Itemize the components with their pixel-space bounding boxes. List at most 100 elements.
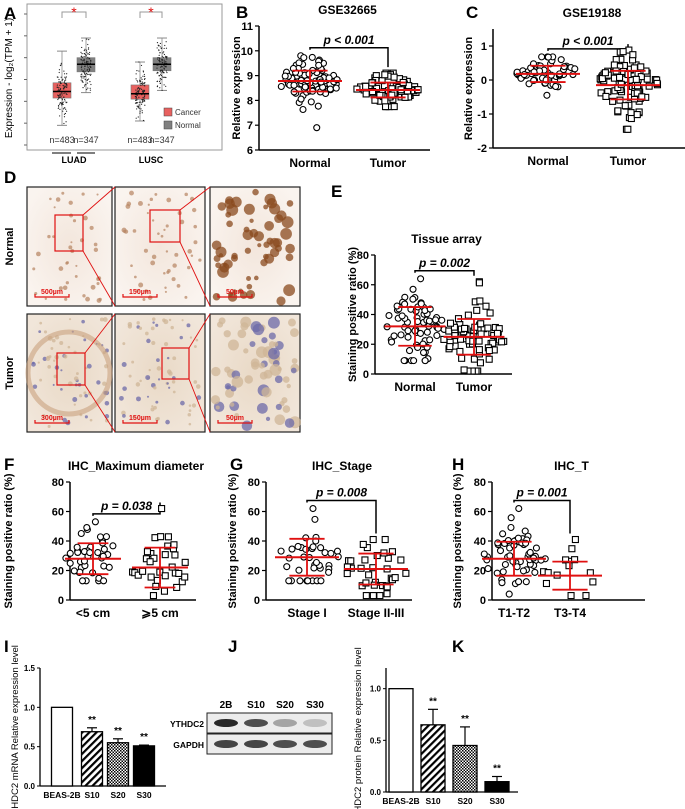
stained-cell <box>261 387 272 398</box>
stained-cell <box>290 328 299 337</box>
data-point <box>404 333 412 341</box>
data-point <box>163 65 165 67</box>
stained-cell <box>73 403 76 406</box>
stained-cell <box>96 380 101 385</box>
x-tick-label: S20 <box>457 796 472 806</box>
data-point <box>134 102 137 104</box>
data-point <box>610 61 618 69</box>
data-point <box>89 87 91 89</box>
stained-cell <box>195 338 199 342</box>
protein-band <box>303 719 327 727</box>
data-point <box>91 518 99 526</box>
data-point <box>166 58 168 60</box>
data-point <box>59 84 61 86</box>
stained-cell <box>37 361 40 364</box>
data-point <box>552 82 560 91</box>
stained-cell <box>244 247 252 254</box>
stained-cell <box>168 318 172 322</box>
data-point <box>181 558 189 566</box>
stained-cell <box>47 364 52 369</box>
y-tick-label: 8 <box>247 95 253 107</box>
data-point <box>136 90 138 92</box>
stained-cell <box>265 416 271 422</box>
data-point <box>526 548 534 557</box>
stained-cell <box>51 338 56 343</box>
data-point <box>57 94 59 96</box>
data-point <box>416 329 425 337</box>
significance-label: ** <box>140 732 148 743</box>
data-point <box>571 556 579 564</box>
data-point <box>159 46 161 48</box>
data-point <box>381 71 389 79</box>
data-point <box>61 102 64 104</box>
y-tick-label: 80 <box>474 477 486 489</box>
p-value-label: p = 0.008 <box>315 486 367 500</box>
bar <box>420 724 446 793</box>
x-tick-label: S30 <box>489 796 504 806</box>
data-point <box>83 85 86 87</box>
scale-bar-label: 150µm <box>129 415 151 422</box>
data-point <box>423 328 431 336</box>
data-point <box>138 91 140 93</box>
x-tick-label: S30 <box>136 790 151 800</box>
stained-cell <box>164 290 167 293</box>
data-point <box>62 103 64 105</box>
data-point <box>65 82 67 85</box>
data-point <box>144 78 146 80</box>
data-point <box>139 79 141 81</box>
data-point <box>58 103 61 105</box>
row-label: Normal <box>4 228 16 266</box>
stained-cell <box>82 294 86 298</box>
protein-band <box>214 719 238 727</box>
data-point <box>89 62 91 64</box>
data-point <box>373 551 381 560</box>
data-point <box>82 70 84 73</box>
data-point <box>156 42 159 44</box>
data-point <box>84 48 86 50</box>
p-value-label: p = 0.001 <box>515 486 567 500</box>
data-point <box>57 97 60 99</box>
y-tick-label: 0 <box>363 369 369 381</box>
data-point <box>297 95 305 103</box>
data-point <box>614 107 622 115</box>
data-point <box>61 99 64 101</box>
stained-cell <box>152 321 155 324</box>
data-point <box>624 125 632 133</box>
data-point <box>89 66 92 68</box>
data-point <box>302 545 310 553</box>
y-axis-label: Staining positive ratio (%) <box>227 473 239 608</box>
stained-cell <box>226 220 233 228</box>
data-point <box>61 92 63 94</box>
data-point <box>142 119 145 122</box>
data-point <box>381 103 390 111</box>
data-point <box>86 65 88 67</box>
bar <box>452 744 478 793</box>
data-point <box>141 81 144 83</box>
stained-cell <box>249 228 259 238</box>
n-label: n=483 <box>127 135 152 145</box>
data-point <box>327 549 335 557</box>
stained-cell <box>266 237 274 245</box>
x-tick-label: ⩾5 cm <box>141 606 178 620</box>
data-point <box>84 78 86 81</box>
data-point <box>61 79 63 81</box>
data-point <box>470 355 478 363</box>
stained-cell <box>148 368 151 372</box>
stained-cell <box>153 386 157 390</box>
data-point <box>484 565 492 573</box>
y-tick-label: 1.5 <box>24 664 36 673</box>
data-point <box>135 95 137 98</box>
significance-label: ** <box>493 764 501 775</box>
y-axis-label: Relative expression <box>231 36 243 140</box>
stained-cell <box>211 240 222 251</box>
y-tick-label: 40 <box>52 536 64 548</box>
n-label: n=347 <box>73 135 98 145</box>
data-point <box>384 554 392 562</box>
stained-cell <box>155 323 159 327</box>
data-point <box>84 65 86 67</box>
data-point <box>135 102 138 104</box>
stained-cell <box>39 321 43 325</box>
data-point <box>159 58 161 60</box>
stained-cell <box>151 219 155 222</box>
data-point <box>359 540 367 548</box>
